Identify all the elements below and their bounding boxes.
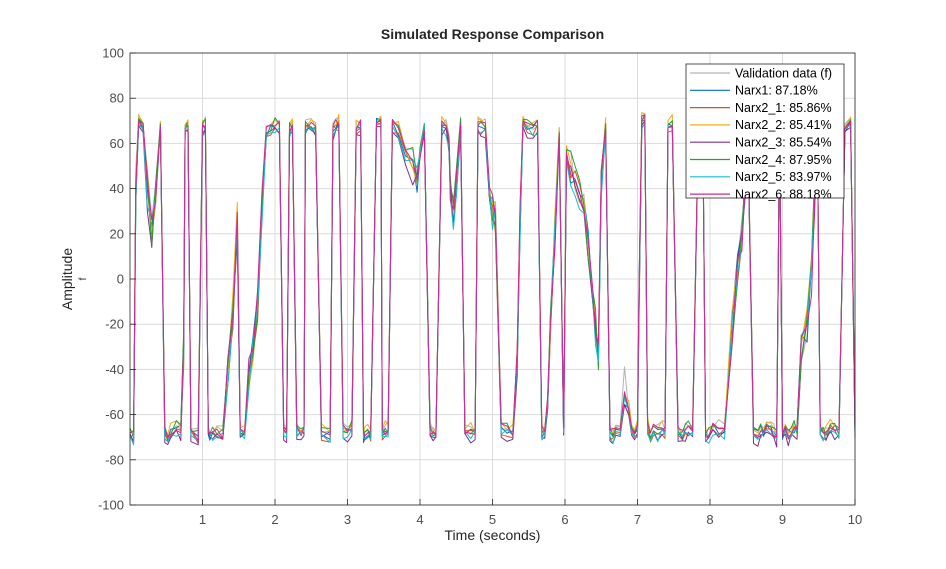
x-tick-label: 5 [489,512,496,527]
y-tick-label: -20 [105,317,124,332]
x-tick-label: 9 [779,512,786,527]
legend-label: Narx2_5: 83.97% [735,170,832,184]
x-tick-label: 4 [416,512,423,527]
series-line-5 [129,117,856,440]
legend-label: Narx2_6: 88.18% [735,187,832,201]
series-lines [129,111,856,448]
y-tick-label: 40 [110,181,124,196]
x-tick-label: 3 [344,512,351,527]
x-tick-label: 8 [706,512,713,527]
y-tick-label: 80 [110,91,124,106]
x-tick-label: 1 [199,512,206,527]
y-tick-label: 60 [110,136,124,151]
series-line-6 [129,121,856,446]
y-tick-label: -100 [98,498,124,513]
y-tick-label: 0 [117,272,124,287]
legend-box [685,63,845,199]
legend-label: Narx2_4: 87.95% [735,153,832,167]
y-tick-label: 20 [110,226,124,241]
legend-label: Narx2_2: 85.41% [735,118,832,132]
y-tick-label: -60 [105,407,124,422]
y-axis-label: Amplitude [59,248,75,310]
x-tick-label: 7 [634,512,641,527]
legend-label: Narx1: 87.18% [735,84,818,98]
y-tick-label: -80 [105,452,124,467]
x-tick-label: 6 [561,512,568,527]
x-tick-label: 2 [271,512,278,527]
legend[interactable]: Validation data (f) Narx1: 87.18% Narx2_1:… [685,63,845,201]
legend-label: Narx2_1: 85.86% [735,101,832,115]
x-axis-label: Time (seconds) [445,527,541,543]
chart-title: Simulated Response Comparison [381,26,604,42]
series-line-7 [129,114,856,442]
y-tick-label: -40 [105,362,124,377]
y-tick-label: 100 [102,46,124,61]
ticks: 1 2 3 4 5 6 7 8 9 10 -100 -80 -60 -40 -20 0 20 40 60 80 100 [98,46,862,528]
x-tick-label: 10 [848,512,862,527]
legend-label: Validation data (f) [735,66,832,80]
legend-label: Narx2_3: 85.54% [735,136,832,150]
y-axis-sublabel: f [78,277,89,280]
